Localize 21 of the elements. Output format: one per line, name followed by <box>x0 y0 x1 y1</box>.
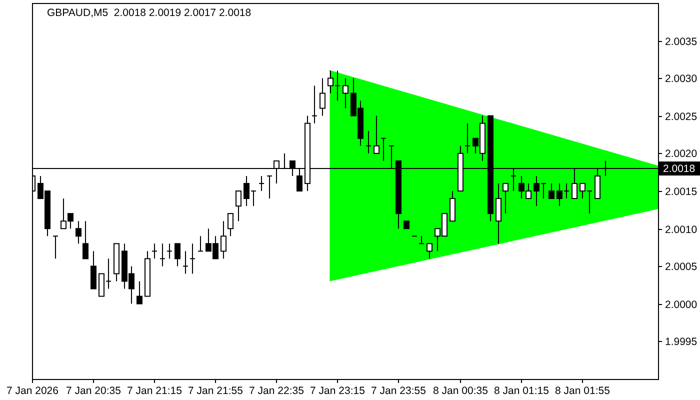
y-tick-label: 2.0000 <box>665 299 698 312</box>
x-tick-label: 8 Jan 01:55 <box>555 385 610 397</box>
x-tick-label: 7 Jan 22:35 <box>249 385 304 397</box>
y-tick-label: 2.0035 <box>665 36 698 48</box>
x-tick-label: 8 Jan 01:15 <box>494 385 550 397</box>
x-tick-label: 7 Jan 2026 <box>6 385 59 397</box>
x-tick-label: 8 Jan 00:35 <box>433 385 488 397</box>
x-tick-label: 7 Jan 20:35 <box>66 385 122 397</box>
x-tick-label: 7 Jan 21:15 <box>127 385 182 397</box>
y-tick-label: 2.0010 <box>665 224 698 236</box>
y-tick-label: 2.0015 <box>665 186 698 198</box>
x-tick-label: 7 Jan 23:55 <box>371 385 426 397</box>
ref-line-label: 2.0018 <box>663 163 696 176</box>
chart-title: GBPAUD,M5 2.0018 2.0019 2.0017 2.0018 <box>47 7 252 19</box>
y-tick-label: 2.0005 <box>665 261 698 274</box>
x-tick-label: 7 Jan 23:15 <box>310 385 366 397</box>
y-tick-label: 1.9995 <box>665 336 698 348</box>
y-tick-label: 2.0025 <box>665 111 698 124</box>
x-tick-label: 7 Jan 21:55 <box>188 385 244 397</box>
y-tick-label: 2.0030 <box>665 73 698 86</box>
y-tick-label: 2.0020 <box>665 148 698 160</box>
